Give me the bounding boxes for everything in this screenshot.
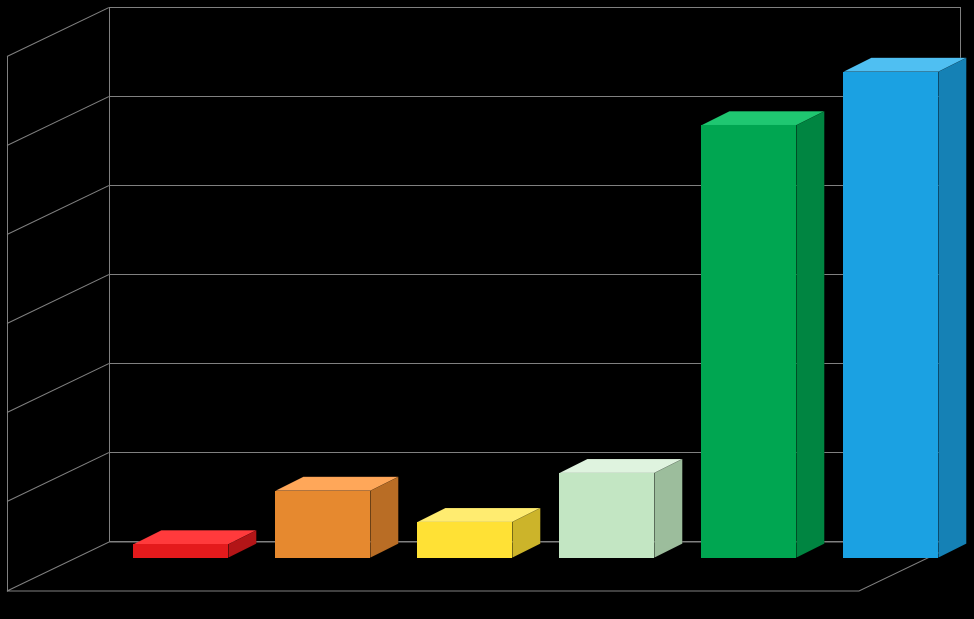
bar-front bbox=[701, 125, 796, 557]
gridline-side bbox=[7, 274, 109, 324]
bar-front bbox=[843, 72, 938, 558]
gridline-side bbox=[7, 542, 109, 592]
gridline bbox=[109, 542, 961, 543]
bar-front bbox=[417, 522, 512, 558]
gridline-side bbox=[7, 185, 109, 235]
gridline bbox=[109, 185, 961, 186]
gridline-side bbox=[7, 452, 109, 502]
gridline-side bbox=[7, 363, 109, 413]
bar-chart-3d bbox=[0, 0, 974, 619]
bar-front bbox=[133, 544, 228, 557]
gridline-side bbox=[7, 96, 109, 146]
gridline bbox=[109, 7, 961, 8]
gridline bbox=[109, 363, 961, 364]
bar-front bbox=[559, 473, 654, 558]
bar-front bbox=[275, 491, 370, 558]
gridline bbox=[109, 96, 961, 97]
gridline bbox=[109, 274, 961, 275]
gridline-side bbox=[7, 7, 109, 57]
gridline bbox=[109, 452, 961, 453]
